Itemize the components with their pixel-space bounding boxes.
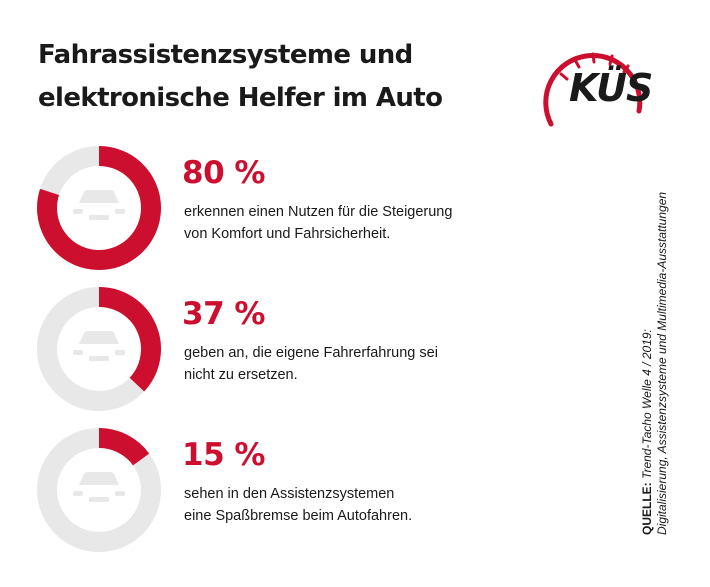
description-2-line-2: nicht zu ersetzen.: [184, 367, 298, 383]
stat-row-3: 15 % sehen in den Assistenzsystemen eine…: [0, 427, 620, 557]
percentage-value-2: 37 %: [182, 296, 266, 332]
description-2: geben an, die eigene Fahrerfahrung sei n…: [184, 342, 514, 386]
description-1-line-1: erkennen einen Nutzen für die Steigerung: [184, 204, 453, 220]
source-text-2: Digitalisierung, Assistenzsysteme und Mu…: [655, 191, 669, 535]
donut-value-arc: [37, 146, 161, 270]
description-2-line-1: geben an, die eigene Fahrerfahrung sei: [184, 345, 438, 361]
source-note: QUELLE: Trend-Tacho Welle 4 / 2019: Digi…: [640, 191, 670, 535]
donut-chart-1: [37, 146, 161, 270]
speedometer-icon: [543, 52, 643, 127]
donut-value-arc: [98, 287, 161, 392]
donut-chart-3: [37, 428, 161, 552]
donut-track: [37, 428, 161, 552]
source-line-1: QUELLE: Trend-Tacho Welle 4 / 2019:: [640, 329, 654, 535]
logo-text: KÜS: [569, 66, 652, 110]
stat-row-1: 80 % erkennen einen Nutzen für die Steig…: [0, 145, 620, 275]
percentage-value-3: 15 %: [182, 437, 266, 473]
stat-row-2: 37 % geben an, die eigene Fahrerfahrung …: [0, 286, 620, 416]
description-1-line-2: von Komfort und Fahrsicherheit.: [184, 226, 391, 242]
description-3-line-1: sehen in den Assistenzsystemen: [184, 486, 395, 502]
donut-chart-2: [37, 287, 161, 411]
donut-value-arc: [98, 428, 150, 466]
car-icon: [69, 185, 129, 231]
percentage-value-1: 80 %: [182, 155, 266, 191]
source-label: QUELLE:: [640, 482, 654, 535]
description-1: erkennen einen Nutzen für die Steigerung…: [184, 201, 514, 245]
description-3: sehen in den Assistenzsystemen eine Spaß…: [184, 483, 514, 527]
page-title: Fahrassistenzsysteme und elektronische H…: [38, 34, 508, 120]
kues-logo: KÜS: [543, 52, 653, 127]
car-icon: [69, 326, 129, 372]
title-line-2: elektronische Helfer im Auto: [38, 83, 443, 113]
title-line-1: Fahrassistenzsysteme und: [38, 40, 413, 70]
car-icon: [69, 467, 129, 513]
description-3-line-2: eine Spaßbremse beim Autofahren.: [184, 508, 413, 524]
source-text-1: Trend-Tacho Welle 4 / 2019:: [640, 329, 654, 479]
